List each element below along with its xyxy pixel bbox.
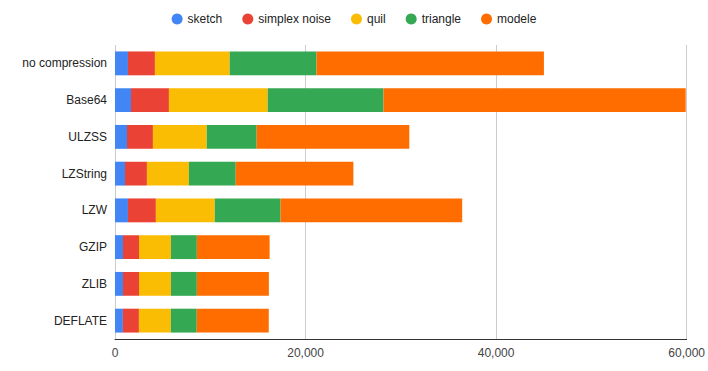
svg-text:60,000: 60,000 bbox=[668, 346, 705, 360]
svg-text:20,000: 20,000 bbox=[287, 346, 324, 360]
svg-text:modele: modele bbox=[497, 12, 537, 26]
svg-text:triangle: triangle bbox=[422, 12, 462, 26]
svg-text:ZLIB: ZLIB bbox=[82, 277, 107, 291]
svg-text:simplex noise: simplex noise bbox=[258, 12, 331, 26]
svg-text:ULZSS: ULZSS bbox=[68, 130, 107, 144]
svg-text:40,000: 40,000 bbox=[478, 346, 515, 360]
svg-text:GZIP: GZIP bbox=[79, 240, 107, 254]
svg-text:LZW: LZW bbox=[82, 203, 108, 217]
svg-text:Base64: Base64 bbox=[66, 93, 107, 107]
svg-text:sketch: sketch bbox=[188, 12, 223, 26]
svg-text:LZString: LZString bbox=[62, 167, 107, 181]
svg-text:DEFLATE: DEFLATE bbox=[54, 314, 107, 328]
svg-text:quil: quil bbox=[367, 12, 386, 26]
svg-text:0: 0 bbox=[112, 346, 119, 360]
svg-text:no compression: no compression bbox=[22, 56, 107, 70]
